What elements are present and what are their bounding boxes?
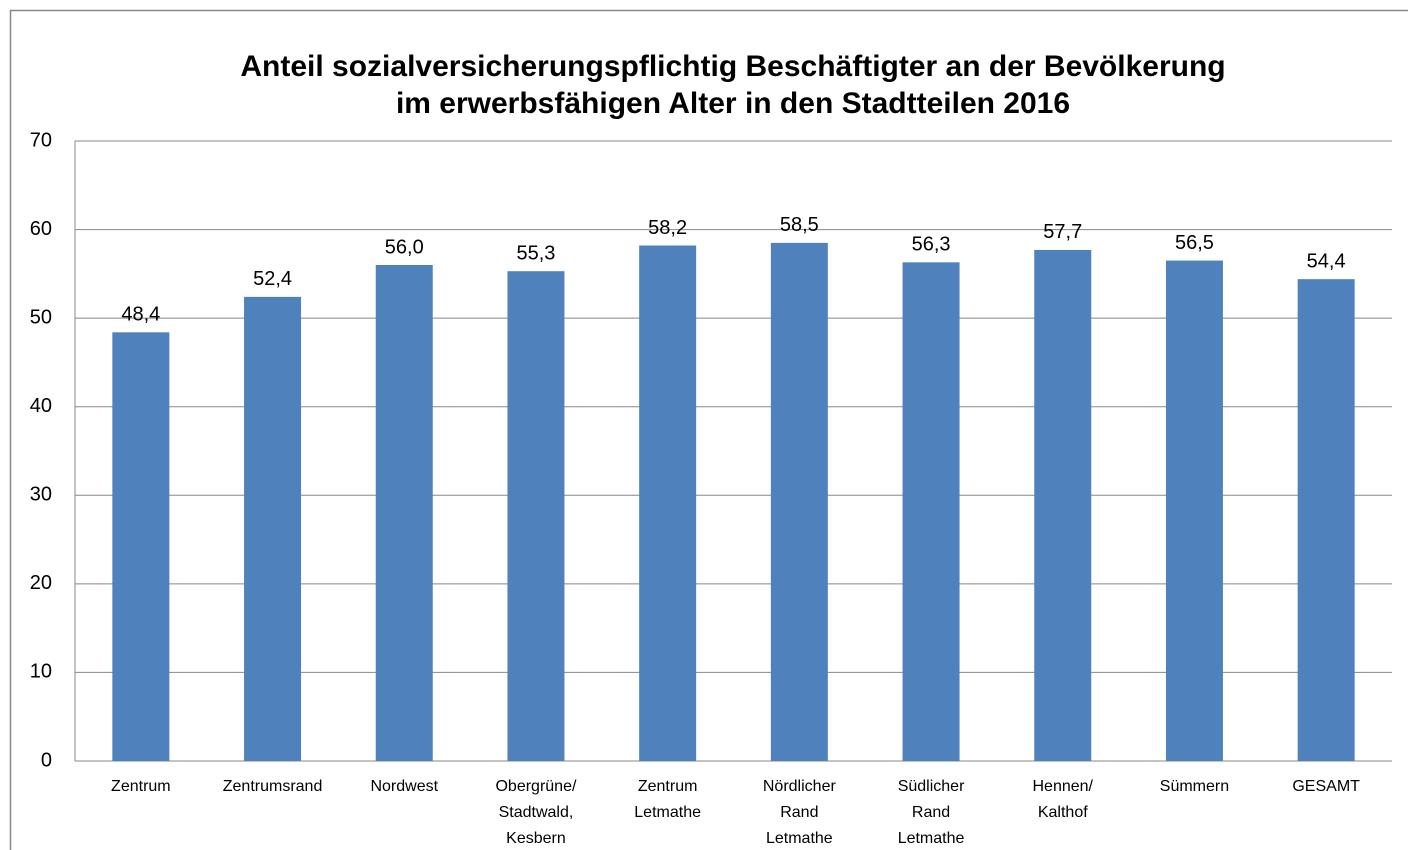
data-label: 54,4 (1307, 250, 1346, 272)
x-tick-label: Südlicher Rand Letmathe (898, 778, 965, 847)
x-tick-label: GESAMT (1292, 778, 1360, 795)
bar (375, 265, 433, 761)
y-tick-label: 50 (30, 306, 52, 328)
bar (507, 271, 565, 761)
y-tick-label: 40 (30, 395, 52, 417)
x-tick-label: Obergrüne/Stadtwald, Kesbern (495, 778, 576, 847)
data-label: 58,2 (648, 217, 687, 239)
y-tick-label: 60 (30, 218, 52, 240)
y-tick-label: 20 (30, 572, 52, 594)
data-label: 56,5 (1175, 232, 1214, 254)
y-tick-label: 70 (30, 129, 52, 151)
y-tick-label: 10 (30, 661, 52, 683)
x-tick-label: Zentrumsrand (223, 778, 323, 795)
x-tick-label: Sümmern (1160, 778, 1229, 795)
bar (902, 262, 960, 761)
data-label: 52,4 (253, 268, 292, 290)
bar (112, 332, 170, 761)
data-label: 56,3 (912, 234, 951, 256)
y-tick-label: 30 (30, 484, 52, 506)
x-tick-label: Nördlicher Rand Letmathe (763, 778, 837, 847)
chart-title: Anteil sozialversicherungspflichtig Besc… (240, 50, 1225, 120)
data-label: 57,7 (1043, 221, 1082, 243)
data-label: 56,0 (385, 236, 424, 258)
bar (244, 296, 302, 761)
x-tick-label: Nordwest (370, 778, 438, 795)
bar (1165, 260, 1223, 761)
data-label: 55,3 (516, 242, 555, 264)
y-tick-label: 0 (41, 749, 52, 771)
x-tick-label: Zentrum (111, 778, 171, 795)
x-tick-label: Hennen/Kalthof (1033, 778, 1094, 821)
bar (639, 245, 697, 761)
bar (1297, 279, 1355, 761)
data-label: 58,5 (780, 214, 819, 236)
data-label: 48,4 (121, 304, 160, 326)
bar (770, 242, 828, 761)
x-tick-label: Zentrum Letmathe (634, 778, 701, 821)
bar (1034, 249, 1092, 761)
